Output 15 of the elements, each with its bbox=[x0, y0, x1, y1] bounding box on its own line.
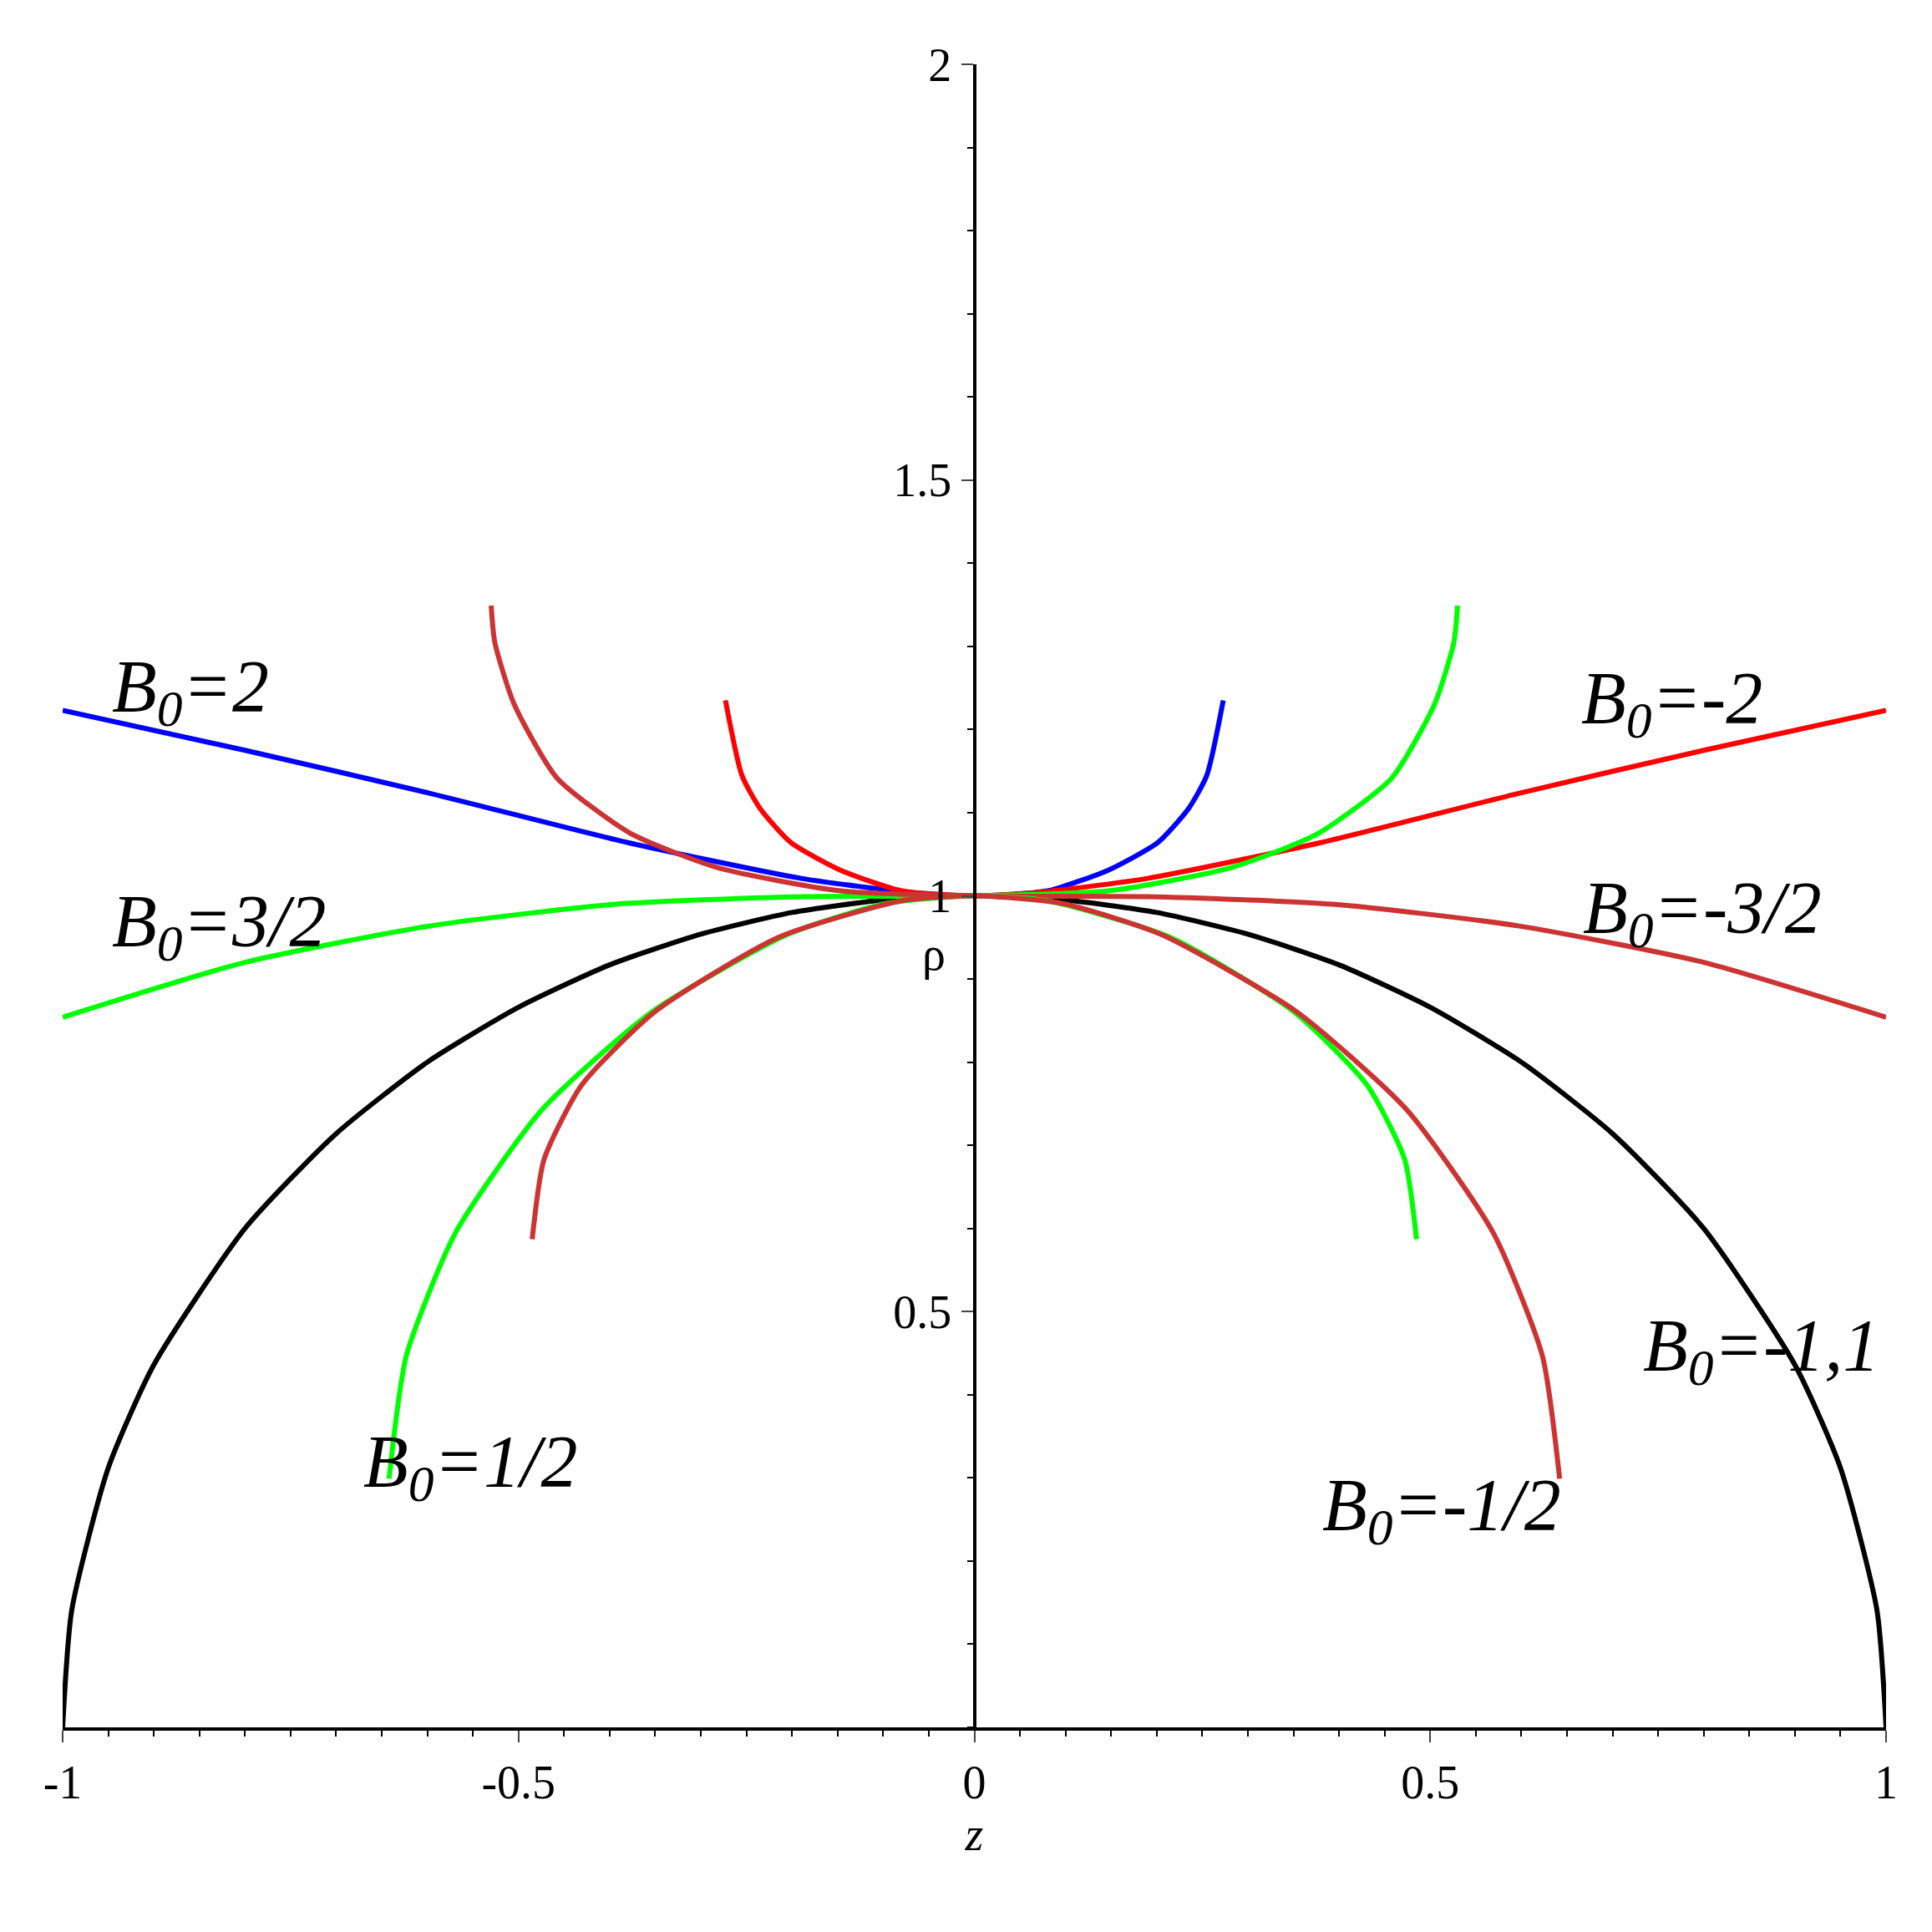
x-tick-label: 0 bbox=[962, 1757, 986, 1809]
annotation: B$_{0}$=2 bbox=[112, 646, 269, 738]
annotation: B$_{0}$=-3/2 bbox=[1583, 867, 1822, 959]
x-axis-title: z bbox=[964, 1808, 984, 1861]
x-tick-label: 0.5 bbox=[1401, 1757, 1460, 1809]
annotation: B$_{0}$=-1/2 bbox=[1322, 1464, 1561, 1556]
x-tick-label: -1 bbox=[43, 1757, 83, 1809]
annotation: B$_{0}$=3/2 bbox=[112, 880, 327, 972]
y-axis-title: ρ bbox=[922, 928, 946, 980]
y-tick-label: 1.5 bbox=[893, 454, 952, 507]
annotation: B$_{0}$=-2 bbox=[1581, 657, 1763, 749]
x-tick-label: 1 bbox=[1874, 1757, 1898, 1809]
x-tick-label: -0.5 bbox=[481, 1757, 556, 1809]
y-tick-label: 0.5 bbox=[893, 1285, 952, 1338]
y-tick-label: 2 bbox=[928, 38, 952, 91]
